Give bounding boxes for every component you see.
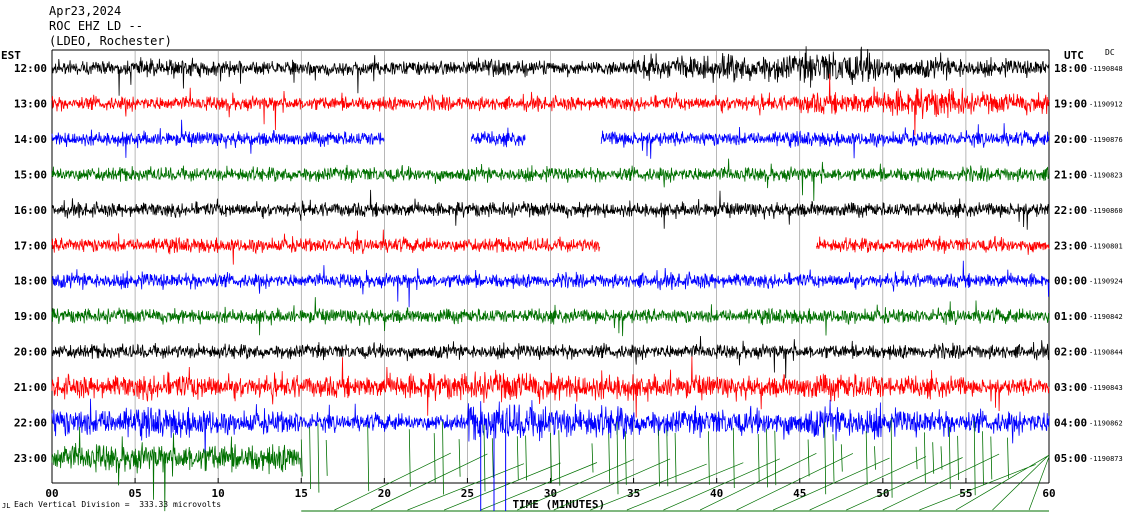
station-network: (LDEO, Rochester) [49, 34, 172, 48]
x-tick-label-35: 35 [627, 487, 640, 500]
row-time-utc: 02:00 [1054, 346, 1087, 359]
row-time-est: 23:00 [14, 452, 47, 465]
left-timezone-label: EST [1, 49, 21, 62]
row-time-est: 22:00 [14, 417, 47, 430]
x-tick-label-05: 05 [128, 487, 141, 500]
vertical-scale-note: Each Vertical Division = 333.33 microvol… [14, 500, 222, 509]
trace-row-1500 [51, 158, 1050, 201]
row-time-utc: 01:00 [1054, 310, 1087, 323]
row-time-est: 13:00 [14, 97, 47, 110]
x-tick-label-00: 00 [45, 487, 58, 500]
row-dc-offset: -1190842 [1089, 313, 1123, 321]
trace-row-1200 [51, 46, 1050, 96]
trace-row-1700 [51, 229, 1050, 265]
x-tick-label-25: 25 [461, 487, 474, 500]
right-timezone-label: UTC [1064, 49, 1084, 62]
row-time-utc: 03:00 [1054, 381, 1087, 394]
trace-row-1800 [51, 260, 1050, 308]
row-time-est: 20:00 [14, 346, 47, 359]
station-code: ROC EHZ LD -- [49, 19, 143, 33]
row-time-est: 14:00 [14, 133, 47, 146]
row-dc-offset: -1190924 [1089, 278, 1123, 286]
row-dc-offset: -1190873 [1089, 455, 1123, 463]
row-dc-offset: -1190862 [1089, 420, 1123, 428]
row-time-est: 18:00 [14, 275, 47, 288]
x-tick-label-10: 10 [212, 487, 225, 500]
x-tick-label-15: 15 [295, 487, 308, 500]
x-tick-label-40: 40 [710, 487, 723, 500]
x-axis-title: TIME (MINUTES) [512, 498, 605, 511]
row-time-est: 21:00 [14, 381, 47, 394]
row-dc-offset: -1190912 [1089, 100, 1123, 108]
trace-row-2200 [51, 398, 1050, 462]
row-time-utc: 20:00 [1054, 133, 1087, 146]
trace-row-2300 [51, 426, 302, 512]
row-time-est: 17:00 [14, 239, 47, 252]
row-dc-offset: -1190801 [1089, 242, 1123, 250]
row-time-est: 19:00 [14, 310, 47, 323]
row-time-utc: 22:00 [1054, 204, 1087, 217]
row-time-est: 12:00 [14, 62, 47, 75]
trace-overflow-lines [334, 452, 1050, 511]
trace-row-spikes [300, 418, 1009, 498]
row-time-utc: 00:00 [1054, 275, 1087, 288]
dc-offset-header: DC [1105, 48, 1115, 57]
x-tick-label-20: 20 [378, 487, 391, 500]
row-time-est: 16:00 [14, 204, 47, 217]
trace-row-1400 [51, 119, 1050, 159]
row-time-utc: 05:00 [1054, 452, 1087, 465]
trace-row-1600 [51, 189, 1050, 230]
row-dc-offset: -1190844 [1089, 349, 1123, 357]
trace-row-1300 [51, 73, 1050, 136]
footer-mark: JL [2, 502, 11, 510]
row-time-utc: 18:00 [1054, 62, 1087, 75]
row-time-utc: 23:00 [1054, 239, 1087, 252]
row-dc-offset: -1190876 [1089, 136, 1123, 144]
trace-row-2100 [51, 356, 1050, 418]
row-dc-offset: -1190848 [1089, 65, 1123, 73]
row-dc-offset: -1190843 [1089, 384, 1123, 392]
row-dc-offset: -1190860 [1089, 207, 1123, 215]
x-tick-label-60: 60 [1042, 487, 1055, 500]
row-time-utc: 04:00 [1054, 417, 1087, 430]
plot-date: Apr23,2024 [49, 4, 122, 18]
row-time-utc: 21:00 [1054, 168, 1087, 181]
row-time-utc: 19:00 [1054, 97, 1087, 110]
row-time-est: 15:00 [14, 168, 47, 181]
row-dc-offset: -1190823 [1089, 171, 1123, 179]
trace-row-1900 [51, 297, 1050, 337]
trace-row-2000 [51, 335, 1050, 379]
